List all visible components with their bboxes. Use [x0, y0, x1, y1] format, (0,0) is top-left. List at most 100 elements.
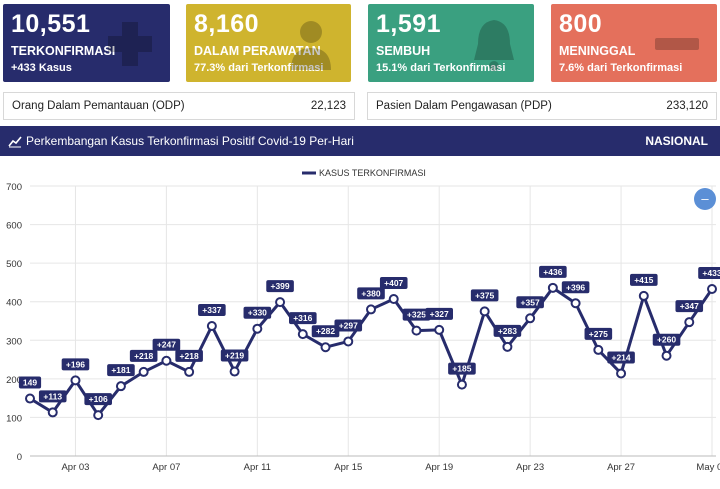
zoom-reset-button[interactable]: – [694, 188, 716, 210]
data-point [434, 324, 445, 335]
data-label: +214 [611, 352, 630, 362]
legend-label: KASUS TERKONFIRMASI [319, 168, 426, 178]
odp-value: 22,123 [310, 100, 346, 112]
pdp-label: Pasien Dalam Pengawasan (PDP) [376, 100, 552, 112]
data-label-box [334, 319, 363, 332]
data-label: +380 [361, 288, 380, 298]
data-label-box [175, 349, 203, 362]
data-point [93, 410, 104, 421]
data-label: +247 [157, 340, 176, 350]
x-tick-label: Apr 03 [61, 462, 89, 473]
data-label: +316 [293, 313, 312, 323]
deaths-sub: 7.6% dari Terkonfirmasi [559, 62, 683, 74]
data-label-box [470, 289, 499, 302]
data-label: +375 [475, 290, 494, 300]
data-label: +185 [452, 364, 471, 374]
y-tick-label: 0 [17, 452, 22, 463]
data-label: +357 [521, 297, 540, 307]
data-point [661, 350, 672, 361]
card-recovered[interactable]: 1,591 SEMBUH 15.1% dari Terkonfirmasi [368, 4, 534, 82]
data-point [320, 342, 331, 353]
data-label: +218 [180, 351, 199, 361]
chart-header-title: Perkembangan Kasus Terkonfirmasi Positif… [26, 134, 354, 148]
x-tick-label: Apr 11 [244, 462, 271, 473]
data-label-box [448, 362, 476, 375]
treatment-number: 8,160 [194, 10, 260, 38]
data-label: +399 [270, 281, 289, 291]
data-label: +297 [339, 320, 358, 330]
data-label: +196 [66, 359, 85, 369]
card-deaths[interactable]: 800 MENINGGAL 7.6% dari Terkonfirmasi [551, 4, 717, 82]
data-label: +260 [657, 335, 676, 345]
data-point [343, 336, 354, 347]
data-label-box [379, 277, 408, 290]
data-point [616, 368, 627, 379]
data-label: +282 [316, 326, 335, 336]
data-label-box [561, 281, 590, 294]
data-point [388, 294, 399, 305]
data-label-box [84, 393, 112, 406]
confirmed-sub: +433 Kasus [11, 62, 72, 74]
data-label: +181 [111, 365, 130, 375]
data-point [547, 282, 558, 293]
bell-icon [474, 20, 514, 71]
data-label: +218 [134, 351, 153, 361]
card-confirmed[interactable]: 10,551 TERKONFIRMASI +433 Kasus [3, 4, 170, 82]
data-label-box [539, 265, 567, 278]
x-tick-label: Apr 07 [152, 462, 180, 473]
data-label: +407 [384, 278, 403, 288]
data-point [502, 341, 513, 352]
data-label: +275 [589, 329, 608, 339]
data-point [229, 366, 240, 377]
data-point [252, 323, 263, 334]
data-label: +325 [407, 310, 426, 320]
confirmed-label: TERKONFIRMASI [11, 44, 116, 58]
data-point [25, 393, 35, 404]
data-point [411, 325, 422, 336]
x-tick-label: Apr 23 [516, 462, 544, 473]
data-point [47, 407, 58, 418]
data-point [161, 355, 172, 366]
summary-cards: 10,551 TERKONFIRMASI +433 Kasus 8,160 DA… [0, 0, 720, 90]
data-label-box [220, 349, 249, 362]
data-label: +415 [634, 275, 653, 285]
data-label-box [402, 308, 431, 321]
x-tick-label: May 01 [696, 462, 720, 473]
minus-icon [655, 38, 699, 50]
data-label: +433 [702, 268, 720, 278]
data-label: +283 [498, 326, 517, 336]
data-label: +436 [543, 267, 562, 277]
data-label-box [652, 333, 681, 346]
recovered-number: 1,591 [376, 10, 442, 38]
data-label: +219 [225, 351, 244, 361]
data-point [684, 317, 695, 328]
data-point [570, 298, 581, 309]
data-label-box [198, 304, 226, 317]
data-label-box [584, 327, 613, 340]
card-in-treatment[interactable]: 8,160 DALAM PERAWATAN 77.3% dari Terkonf… [186, 4, 351, 82]
data-label-box [630, 273, 658, 286]
deaths-number: 800 [559, 10, 603, 38]
data-point [707, 283, 717, 294]
data-label-box [243, 306, 272, 319]
data-label-box [18, 376, 42, 389]
y-tick-label: 600 [6, 221, 22, 232]
data-label-box [266, 280, 294, 293]
y-tick-label: 500 [6, 259, 22, 270]
data-label-box [289, 312, 317, 325]
data-label: +113 [43, 391, 62, 401]
pdp-box: Pasien Dalam Pengawasan (PDP) 233,120 [367, 92, 717, 120]
scope-label[interactable]: NASIONAL [645, 134, 708, 148]
x-tick-label: Apr 27 [607, 462, 635, 473]
data-point [593, 344, 604, 355]
recovered-sub: 15.1% dari Terkonfirmasi [376, 62, 506, 74]
data-label: +396 [566, 282, 585, 292]
data-label-box [61, 358, 90, 371]
data-label-box [698, 266, 720, 279]
plus-icon [108, 22, 152, 66]
data-label-box [38, 390, 67, 403]
data-label: +327 [430, 309, 449, 319]
data-label: +106 [89, 394, 108, 404]
pdp-value: 233,120 [666, 100, 708, 112]
doctor-icon [291, 21, 331, 70]
